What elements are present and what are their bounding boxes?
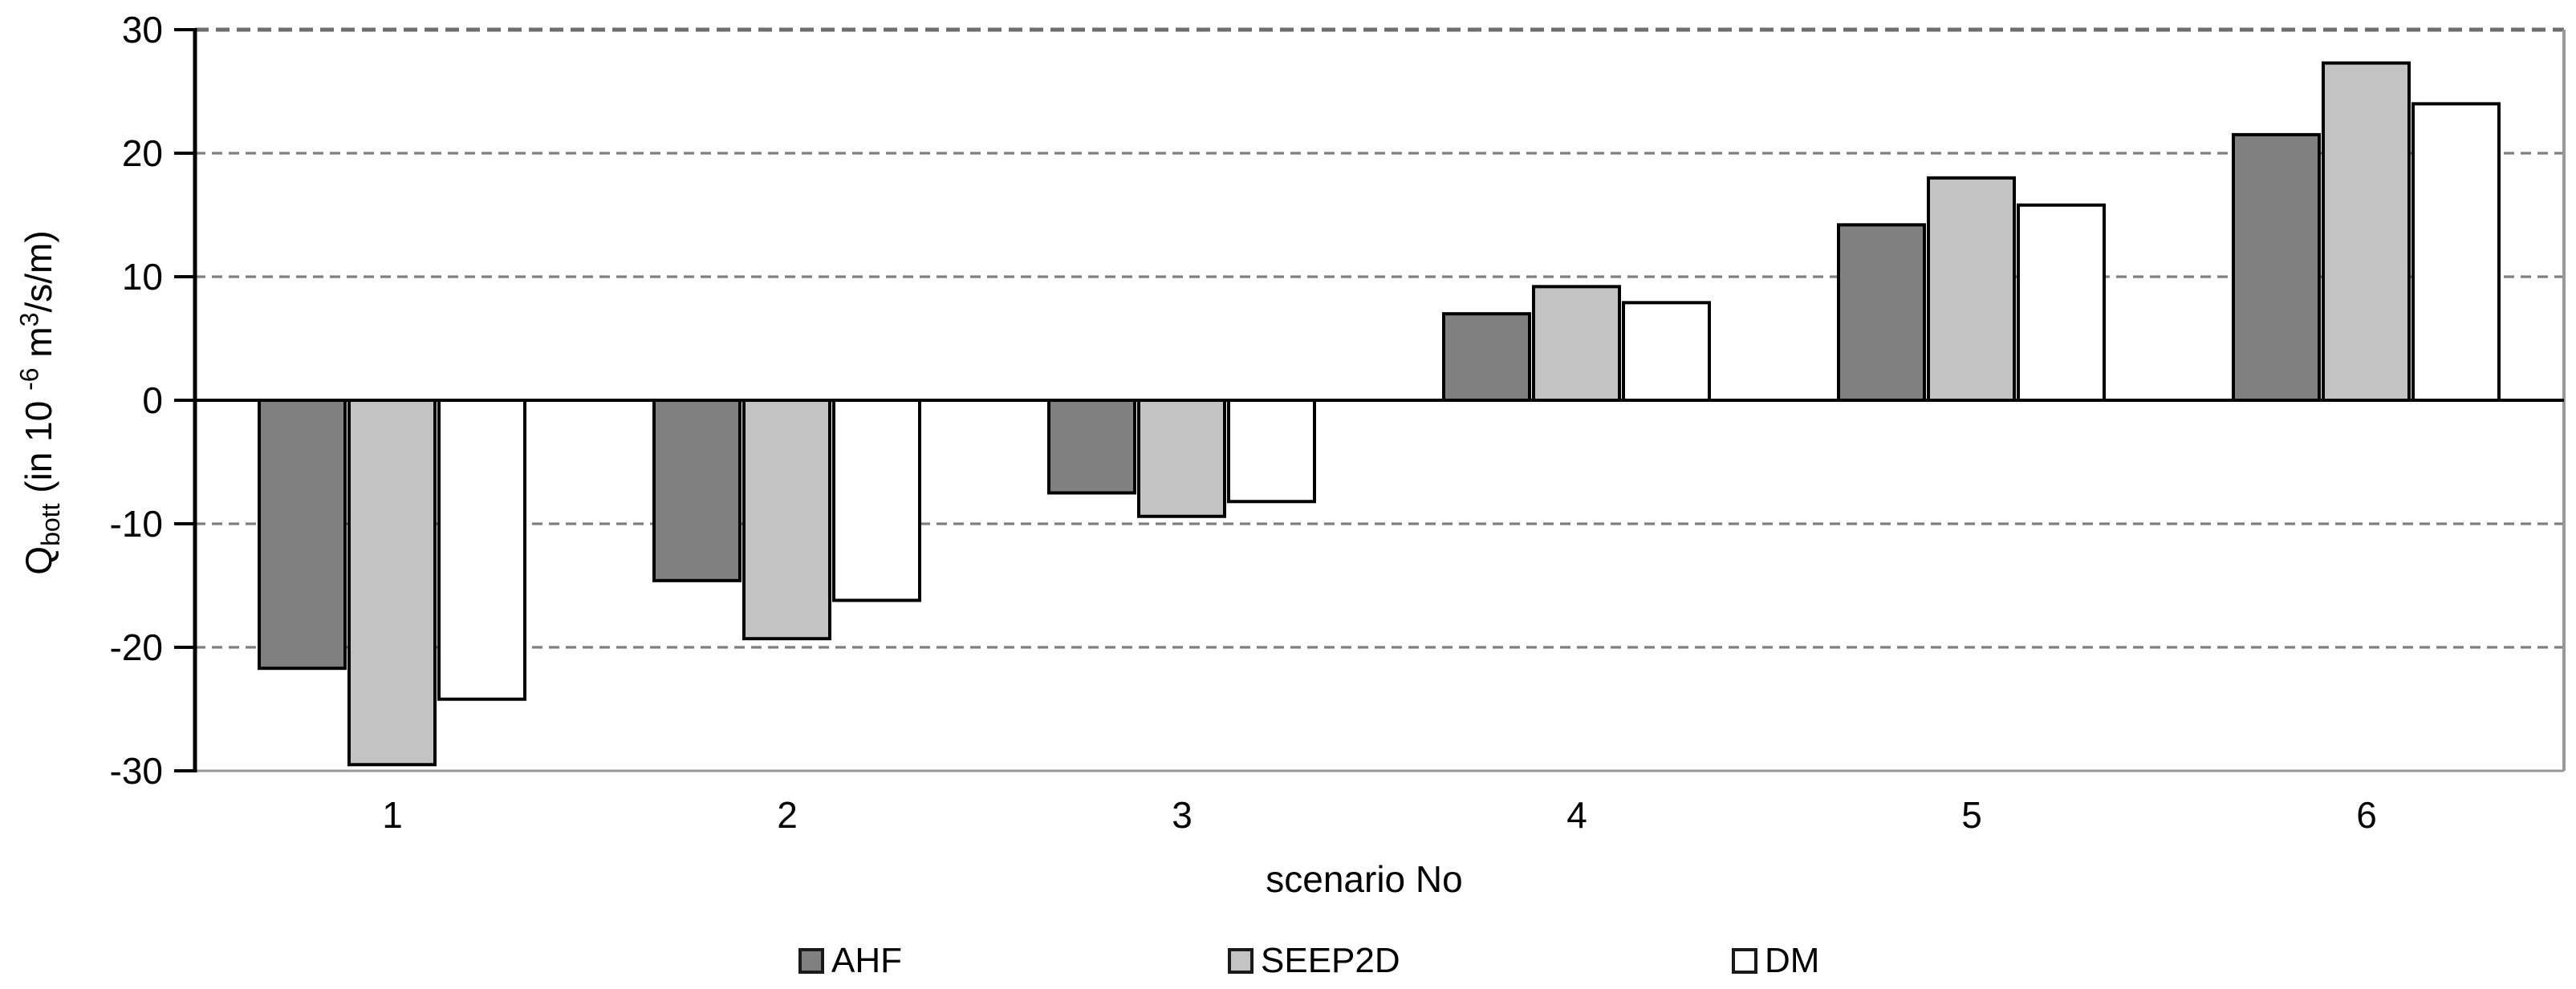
x-tick-label-3: 3	[1172, 794, 1193, 836]
y-tick-label-0: 0	[142, 379, 163, 421]
y-title-superscript-cube: 3	[14, 312, 44, 327]
y-tick-label-10: 10	[122, 256, 163, 298]
bar-scenario2-dm	[832, 399, 921, 602]
x-axis-title: scenario No	[1266, 858, 1462, 900]
y-axis-title: Qbott (in 10 -6 m3/s/m)	[13, 194, 66, 611]
bar-scenario3-seep2d	[1137, 399, 1226, 518]
bar-scenario4-seep2d	[1532, 285, 1621, 402]
y-title-base3: m	[18, 326, 59, 368]
y-tick-label--10: -10	[110, 503, 163, 545]
bar-scenario2-ahf	[652, 399, 742, 582]
bar-scenario4-ahf	[1442, 312, 1531, 403]
bar-scenario5-seep2d	[1927, 176, 2016, 403]
bar-scenario2-seep2d	[742, 399, 831, 641]
x-tick-label-5: 5	[1961, 794, 1982, 836]
bar-scenario3-dm	[1227, 399, 1316, 504]
x-tick-label-4: 4	[1566, 794, 1587, 836]
bar-scenario1-dm	[437, 399, 526, 701]
bar-scenario6-dm	[2411, 102, 2501, 402]
y-title-base4: /s/m)	[18, 230, 59, 313]
y-title-base2: (in 10	[18, 390, 59, 504]
bar-scenario1-ahf	[258, 399, 347, 671]
y-tick-label-30: 30	[122, 9, 163, 51]
bar-scenario5-dm	[2017, 203, 2106, 402]
y-title-superscript-exp: -6	[14, 367, 44, 391]
x-tick-label-1: 1	[382, 794, 403, 836]
y-title-subscript: bott	[36, 503, 66, 546]
x-tick-label-6: 6	[2356, 794, 2377, 836]
bar-scenario5-ahf	[1837, 223, 1926, 402]
bar-scenario6-ahf	[2232, 132, 2321, 402]
bar-scenario4-dm	[1622, 301, 1711, 402]
y-tick-label-20: 20	[122, 132, 163, 174]
bar-scenario1-seep2d	[347, 399, 437, 767]
y-tick-label--20: -20	[110, 626, 163, 668]
y-title-base1: Q	[18, 545, 59, 575]
y-tick-label--30: -30	[110, 750, 163, 792]
x-tick-label-2: 2	[777, 794, 798, 836]
bar-scenario3-ahf	[1047, 399, 1136, 495]
bar-scenario6-seep2d	[2322, 61, 2411, 403]
